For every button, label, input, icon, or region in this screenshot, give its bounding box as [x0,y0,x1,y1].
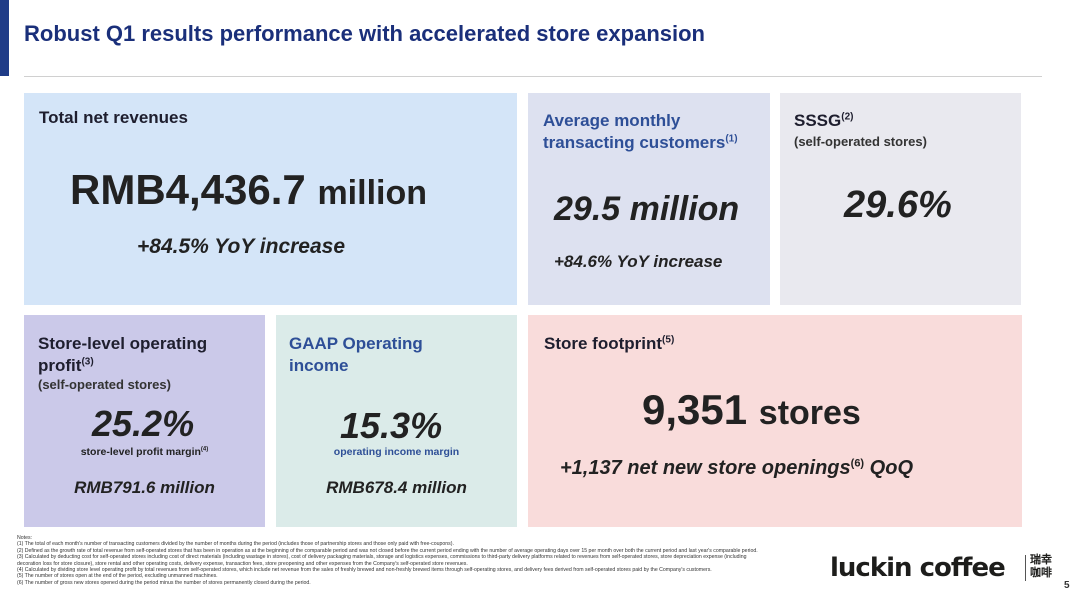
footnotes-heading: Notes: [17,535,32,541]
customers-growth: +84.6% YoY increase [554,252,723,271]
card-store-level-operating-profit: Store-level operating profit(3) (self-op… [24,315,265,527]
footnote-item: (2) Defined as the growth rate of total … [17,547,758,554]
gaap-label: operating income margin [333,446,460,458]
footprint-value-main: 9,351 [642,386,748,433]
revenue-value-unit: million [317,174,428,212]
card-title: GAAP Operating income [289,334,423,375]
footprint-growth: +1,137 net new store openings(6) QoQ [560,457,913,479]
card-gaap-operating-income: GAAP Operating income 15.3% operating in… [276,315,517,527]
card-total-net-revenues: Total net revenues RMB4,436.7 million +8… [24,93,517,305]
store-level-amount: RMB791.6 million [74,478,215,497]
luckin-coffee-logo: luckin coffee [830,553,1006,583]
card-title: Store-level operating profit(3) [38,334,208,375]
footnote-ref: (4) [200,446,209,453]
revenue-value: RMB4,436.7 million [70,166,427,214]
card-subtitle: (self-operated stores) [38,377,171,392]
footnote-item: (6) The number of gross new stores opene… [17,579,311,586]
card-title: Total net revenues [39,108,188,127]
logo-divider [1025,555,1026,581]
customers-value: 29.5 million [554,190,740,228]
footprint-value-unit: stores [758,394,861,432]
footprint-value: 9,351 stores [642,386,861,434]
store-level-label: store-level profit margin(4) [80,446,209,458]
card-subtitle: (self-operated stores) [794,134,927,149]
footnote-item: (1) The total of each month's number of … [17,541,454,548]
store-level-value: 25.2% [92,403,195,444]
footnote-item: (4) Calculated by dividing store level o… [17,567,712,574]
card-title: Store footprint(5) [544,334,675,353]
footnote-item: (5) The number of stores open at the end… [17,573,218,580]
footnote-ref: (5) [662,334,675,346]
footnote-ref: (2) [841,111,854,123]
footnote-ref: (1) [725,133,738,145]
card-sssg: SSSG(2) (self-operated stores) 29.6% [780,93,1021,305]
sssg-value: 29.6% [844,184,952,226]
revenue-value-main: RMB4,436.7 [70,166,306,213]
footnote-item: decoration loss for store closure), stor… [17,560,468,567]
card-title: SSSG(2) [794,111,854,130]
footnote-ref: (6) [850,457,865,470]
title-divider [24,76,1042,77]
gaap-amount: RMB678.4 million [326,478,467,497]
luckin-coffee-logo-cn: 瑞幸咖啡 [1030,554,1052,579]
title-accent-bar [0,0,9,76]
card-title: Average monthly transacting customers(1) [543,111,738,152]
footnote-item: (3) Calculated by deducting cost for sel… [17,554,747,561]
footnotes: Notes: (1) The total of each month's num… [17,535,827,586]
revenue-growth: +84.5% YoY increase [137,235,346,258]
card-average-monthly-transacting-customers: Average monthly transacting customers(1)… [528,93,770,305]
page-number: 5 [1064,580,1070,591]
card-store-footprint: Store footprint(5) 9,351 stores +1,137 n… [528,315,1022,527]
gaap-value: 15.3% [340,405,443,446]
page-title: Robust Q1 results performance with accel… [24,21,705,46]
footnote-ref: (3) [81,356,94,368]
